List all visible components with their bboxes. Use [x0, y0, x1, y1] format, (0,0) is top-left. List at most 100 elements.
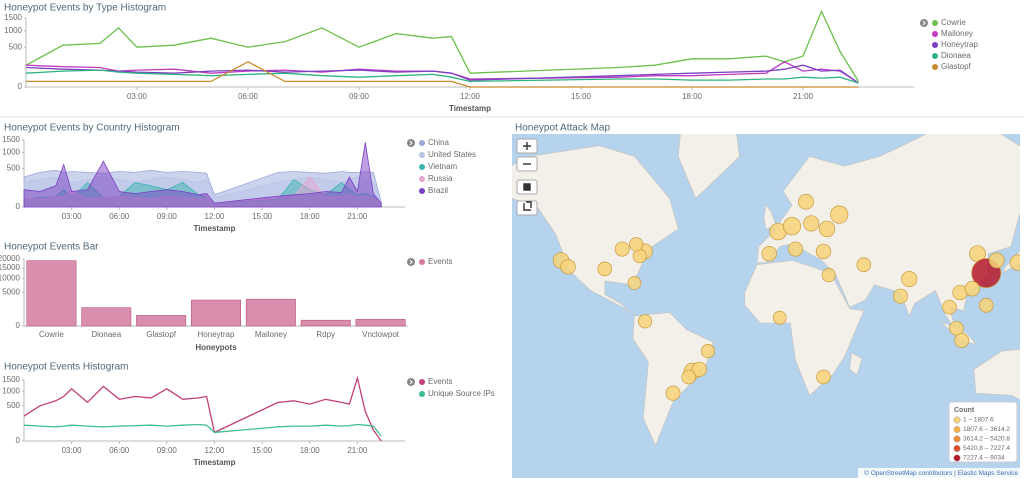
x-tick-label: Rdpy [316, 330, 335, 339]
map-bubble[interactable] [954, 332, 970, 348]
legend-swatch[interactable] [419, 379, 425, 385]
x-tick-label: Glastopf [146, 330, 177, 339]
legend-swatch[interactable] [419, 176, 425, 182]
attribution[interactable]: © OpenStreetMap contributors | Elastic M… [864, 469, 1018, 477]
map-button-icon[interactable] [523, 142, 531, 150]
map-bubble[interactable] [830, 205, 849, 224]
map-bubble[interactable] [942, 299, 957, 315]
legend-toggle[interactable] [920, 19, 928, 27]
map-bubble[interactable] [1009, 254, 1024, 271]
map-bubble[interactable] [901, 271, 918, 288]
map-area[interactable] [486, 64, 1024, 478]
legend-swatch[interactable] [932, 53, 938, 59]
land [677, 134, 740, 199]
legend-toggle[interactable] [407, 258, 415, 266]
legend-label[interactable]: Vietnam [428, 162, 458, 171]
x-tick-label: 18:00 [682, 92, 703, 101]
map-bubble[interactable] [681, 369, 697, 385]
legend-label[interactable]: Unique Source IPs [428, 389, 495, 398]
y-tick-label: 1000 [4, 26, 22, 35]
legend-label[interactable]: Honeytrap [941, 40, 978, 49]
bar [191, 299, 241, 327]
legend-swatch[interactable] [419, 259, 425, 265]
x-tick-label: 18:00 [300, 212, 321, 221]
map-button[interactable] [516, 200, 538, 216]
legend-label[interactable]: Glastopf [941, 62, 972, 71]
legend-swatch[interactable] [419, 152, 425, 158]
map-bubble[interactable] [614, 241, 630, 257]
map-bubble[interactable] [788, 241, 803, 257]
map-bubble[interactable] [665, 385, 681, 401]
map-bubble[interactable] [815, 243, 832, 260]
map-legend-swatch [953, 445, 961, 452]
map-bubble[interactable] [821, 267, 836, 283]
x-axis-label: Timestamp [193, 458, 235, 467]
map-bubble[interactable] [560, 259, 576, 275]
legend-toggle[interactable] [407, 378, 415, 386]
land [849, 352, 863, 376]
legend-label[interactable]: Russia [428, 174, 453, 183]
map-bubble[interactable] [772, 310, 787, 325]
legend-toggle-icon[interactable] [409, 259, 413, 265]
bar [300, 319, 351, 327]
legend-swatch[interactable] [419, 140, 425, 146]
map-bubble[interactable] [637, 314, 653, 329]
panel-title: Honeypot Events Bar [4, 242, 99, 253]
legend-toggle-icon[interactable] [409, 140, 413, 146]
legend-swatch[interactable] [932, 64, 938, 70]
map-bubble[interactable] [964, 281, 980, 297]
bar [245, 298, 296, 327]
legend-label[interactable]: United States [428, 150, 476, 159]
map-bubble[interactable] [761, 246, 777, 262]
map-button-icon[interactable] [523, 201, 532, 211]
legend-label[interactable]: Dionaea [941, 51, 971, 60]
legend-label[interactable]: Cowrie [941, 18, 966, 27]
map-legend-label: 3614.2 – 5420.8 [963, 436, 1010, 443]
land [973, 349, 1020, 400]
legend-swatch[interactable] [419, 188, 425, 194]
land [744, 260, 865, 396]
legend-label[interactable]: Brazil [428, 186, 448, 195]
map-legend-swatch [953, 426, 961, 433]
map-legend-label: 1 – 1807.6 [963, 417, 994, 424]
map-bubble[interactable] [856, 257, 872, 273]
bar [136, 315, 187, 327]
y-tick-label: 1000 [2, 147, 20, 156]
map-bubble[interactable] [816, 369, 831, 385]
legend-toggle-icon[interactable] [409, 379, 413, 385]
map-bubble[interactable] [988, 252, 1005, 269]
map-bubble[interactable] [978, 298, 994, 313]
map-bubble[interactable] [629, 237, 644, 252]
legend-swatch[interactable] [932, 20, 938, 26]
legend-label[interactable]: China [428, 138, 449, 147]
legend-swatch[interactable] [932, 31, 938, 37]
y-tick-label: 5000 [2, 288, 20, 297]
map-bubble[interactable] [782, 217, 802, 236]
land [512, 145, 679, 317]
map-legend-box [948, 401, 1018, 463]
map-button-icon[interactable] [523, 183, 531, 191]
legend-label[interactable]: Events [428, 257, 452, 266]
legend-toggle-icon[interactable] [922, 20, 926, 26]
x-tick-label: 15:00 [252, 212, 273, 221]
legend-label[interactable]: Mailoney [941, 29, 973, 38]
land [756, 134, 1020, 329]
legend-swatch[interactable] [419, 391, 425, 397]
map-bubble[interactable] [597, 261, 613, 277]
legend-swatch[interactable] [419, 164, 425, 170]
x-axis-label: Timestamp [193, 224, 235, 233]
y-tick-label: 20000 [0, 254, 21, 263]
y-tick-label: 0 [16, 202, 21, 211]
map-bubble[interactable] [798, 193, 814, 210]
map-bubble[interactable] [627, 276, 642, 290]
x-tick-label: 21:00 [793, 92, 814, 101]
map-bubble[interactable] [893, 288, 908, 304]
x-tick-label: 06:00 [109, 212, 130, 221]
map-bubble[interactable] [691, 361, 707, 378]
legend-label[interactable]: Events [428, 377, 452, 386]
map-bubble[interactable] [803, 215, 820, 232]
map-bubble[interactable] [700, 344, 716, 359]
legend-toggle[interactable] [407, 139, 415, 147]
legend-swatch[interactable] [932, 42, 938, 48]
map-bubble[interactable] [818, 220, 836, 238]
